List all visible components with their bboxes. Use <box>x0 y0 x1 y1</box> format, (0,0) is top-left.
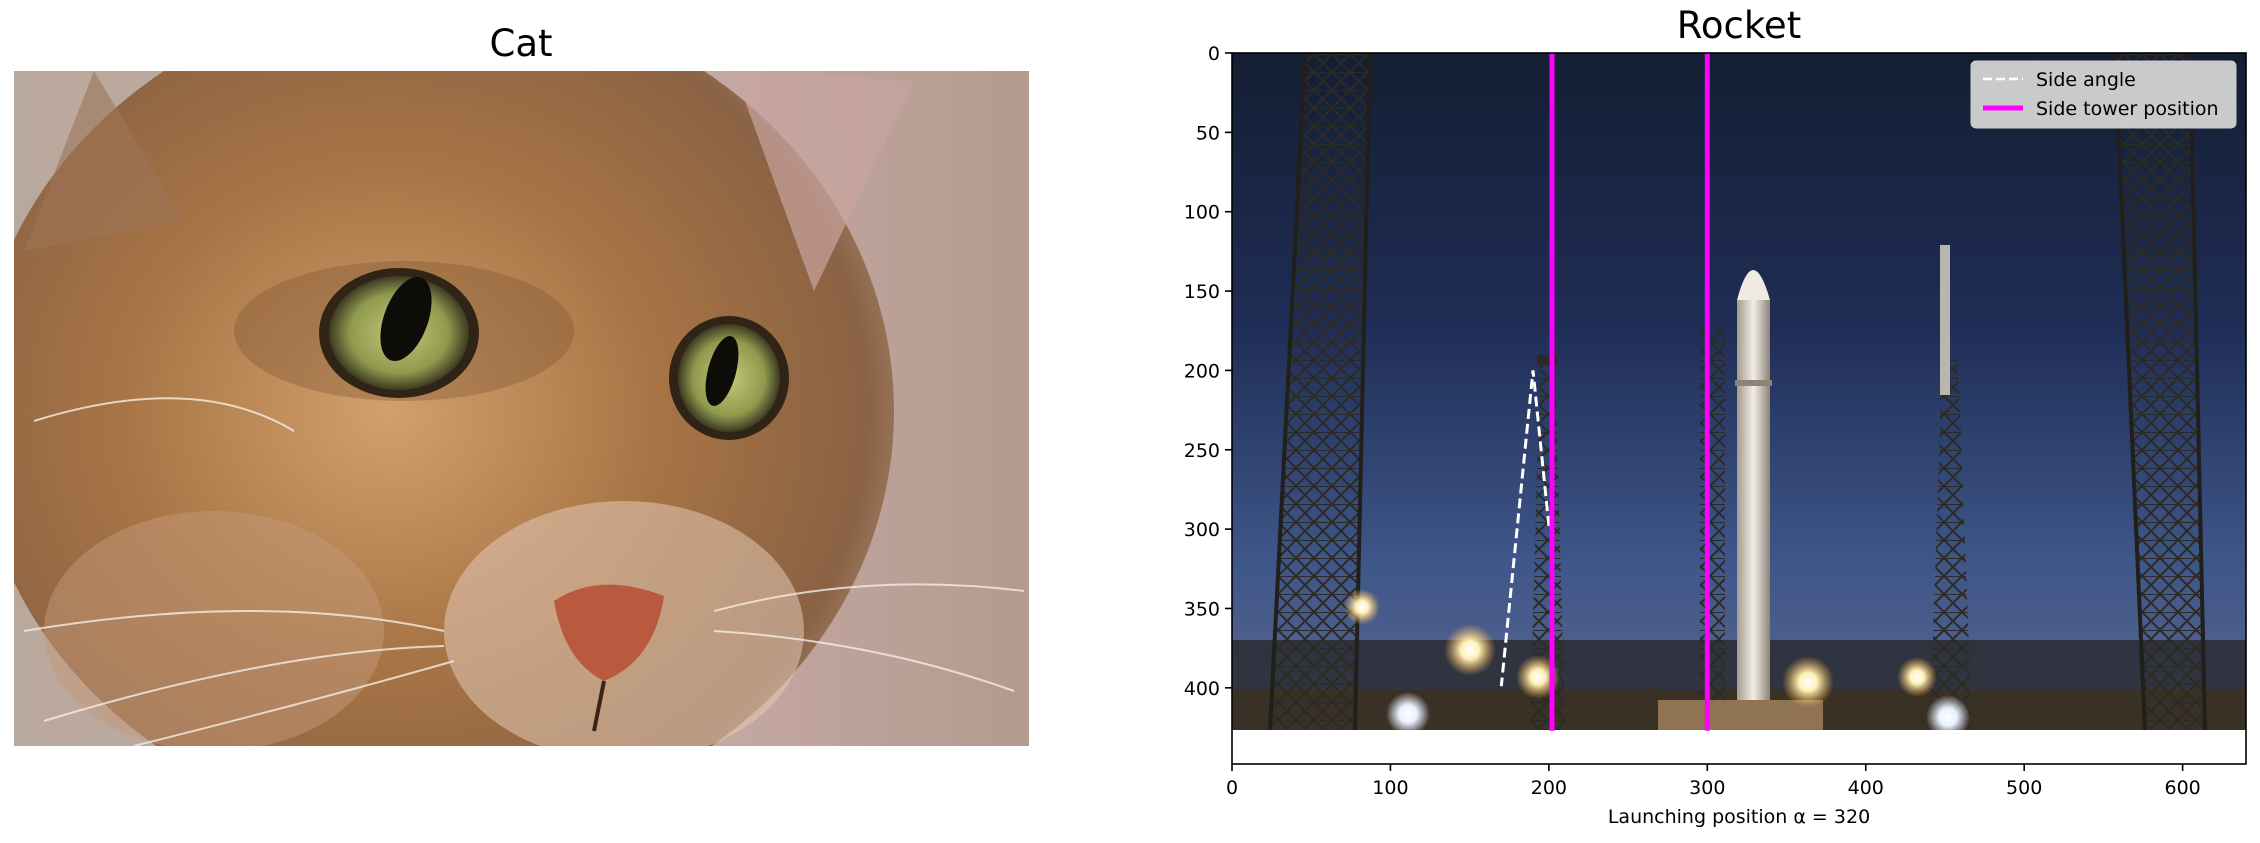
y-tick-label-300: 300 <box>1184 519 1220 541</box>
y-tick-label-0: 0 <box>1208 43 1220 65</box>
rocket-photo <box>1232 53 2246 739</box>
cat-title: Cat <box>489 22 553 65</box>
legend-label-side-tower-position: Side tower position <box>2036 98 2219 120</box>
y-tick-label-250: 250 <box>1184 440 1220 462</box>
legend-label-side-angle: Side angle <box>2036 69 2136 91</box>
x-tick-label-300: 300 <box>1689 777 1725 799</box>
x-tick-label-100: 100 <box>1372 777 1408 799</box>
y-tick-label-100: 100 <box>1184 202 1220 224</box>
y-tick-label-50: 50 <box>1196 122 1220 144</box>
x-tick-label-0: 0 <box>1226 777 1238 799</box>
y-tick-label-200: 200 <box>1184 360 1220 382</box>
legend: Side angle Side tower position <box>1970 60 2237 129</box>
y-tick-label-400: 400 <box>1184 678 1220 700</box>
x-tick-label-400: 400 <box>1848 777 1884 799</box>
y-tick-label-150: 150 <box>1184 281 1220 303</box>
y-tick-label-350: 350 <box>1184 598 1220 620</box>
x-tick-label-600: 600 <box>2164 777 2200 799</box>
cat-image <box>14 71 1029 746</box>
chart-title: Rocket <box>1676 4 1802 47</box>
series-line-0 <box>1499 370 1551 687</box>
x-tick-label-500: 500 <box>2006 777 2042 799</box>
x-axis-label: Launching position α = 320 <box>1608 806 1870 828</box>
x-tick-label-200: 200 <box>1531 777 1567 799</box>
